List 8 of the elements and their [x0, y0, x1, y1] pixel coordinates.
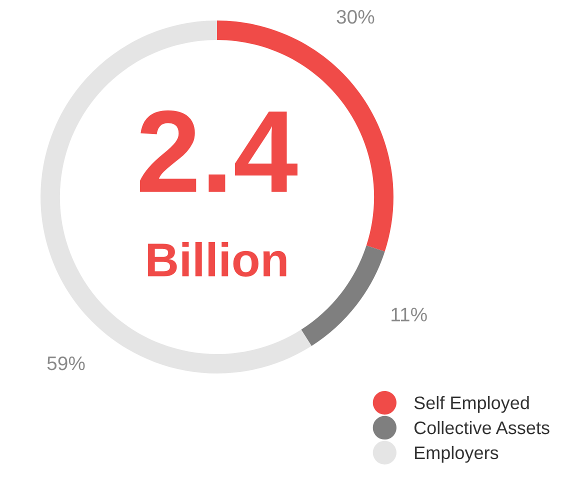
text: 2.4 — [140, 110, 298, 192]
data-label: 30% — [336, 10, 374, 24]
data-label: 59% — [47, 356, 85, 370]
legend-label: Employers — [415, 446, 498, 463]
legend-label: Collective Assets — [414, 420, 550, 434]
legend-label: Self Employed — [414, 396, 529, 413]
data-label: 11% — [392, 308, 427, 322]
text: Billion — [148, 242, 286, 277]
